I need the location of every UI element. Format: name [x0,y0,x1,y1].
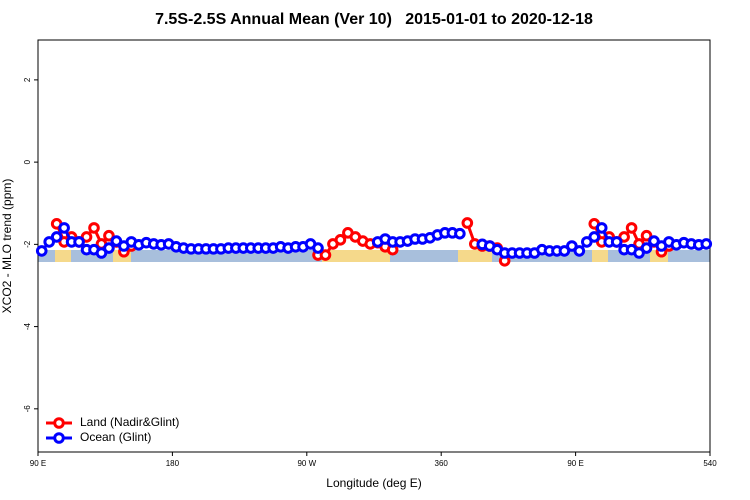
data-point [558,245,571,257]
data-point [110,235,123,247]
data-point [88,222,100,234]
data-point [640,242,653,254]
data-point [595,222,608,234]
data-point [700,238,713,250]
data-point [588,231,601,243]
x-tick-label: 90 E [567,459,583,468]
data-point [334,234,347,246]
y-axis-label: XCO2 - MLO trend (ppm) [0,179,14,314]
x-tick-label: 90 E [30,459,46,468]
legend-marker [53,432,65,444]
land-patch [322,250,390,262]
data-point [43,236,56,248]
data-point [573,245,586,257]
map-strip [38,250,710,262]
x-tick-label: 360 [435,459,449,468]
y-tick-label: -4 [23,322,32,330]
legend-label: Ocean (Glint) [80,430,151,444]
data-point [35,245,48,257]
legend-marker [53,417,65,429]
data-point [50,231,63,243]
data-point [454,227,466,240]
data-point [581,236,593,248]
data-point [319,249,332,261]
y-tick-label: -2 [23,240,32,248]
data-point [461,217,474,229]
data-point [640,229,653,242]
data-point [73,236,85,248]
data-point [103,242,115,254]
data-point [80,231,93,243]
x-tick-label: 540 [703,459,717,468]
data-point [566,240,578,252]
y-tick-label: -6 [23,405,32,413]
data-point [103,229,115,242]
data-point [618,231,630,243]
x-axis-label: Longitude (deg E) [326,476,421,490]
data-point [633,247,645,259]
chart-title: 7.5S-2.5S Annual Mean (Ver 10) 2015-01-0… [155,11,593,28]
data-point [648,235,660,247]
y-tick-label: 2 [23,77,32,82]
land-patch [458,250,492,262]
y-tick-label: 0 [23,159,32,164]
series [35,222,713,259]
legend-label: Land (Nadir&Glint) [80,415,179,429]
data-point [610,236,623,248]
land-patch [55,250,71,262]
data-point [312,242,324,254]
data-point [625,222,638,234]
x-tick-label: 90 W [297,459,316,468]
data-point [95,247,108,259]
data-point [58,222,70,234]
land-patch [592,250,608,262]
x-tick-label: 180 [166,459,180,468]
